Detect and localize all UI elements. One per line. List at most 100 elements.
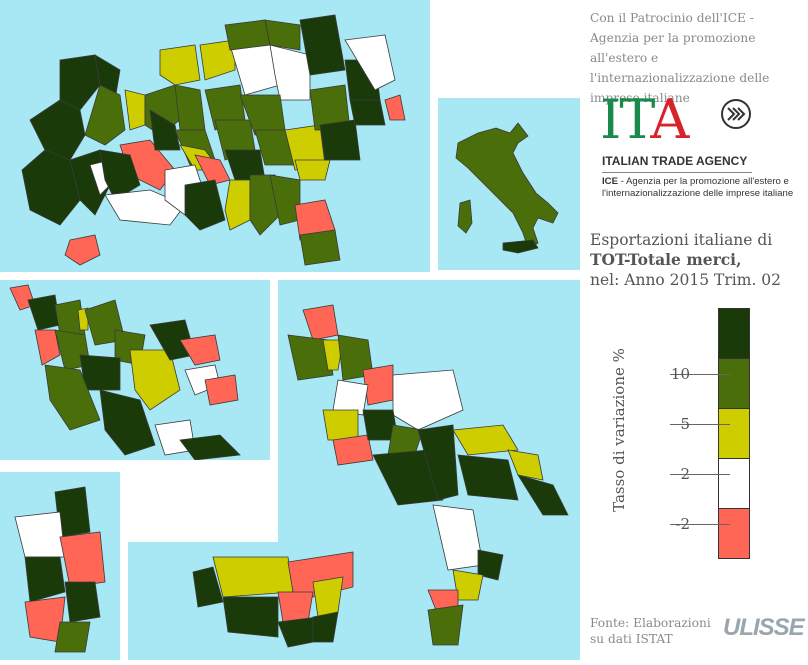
province[interactable] [372, 449, 444, 506]
ita-chevron-icon [721, 99, 751, 129]
province[interactable] [64, 234, 101, 266]
province[interactable] [224, 179, 251, 231]
ulisse-logo: ULISSE [723, 614, 805, 641]
province[interactable] [192, 566, 224, 608]
sardinia-map [14, 486, 106, 653]
legend-swatch [718, 308, 750, 359]
ita-divider [602, 172, 752, 173]
province[interactable] [322, 339, 344, 371]
italy-mainland[interactable] [455, 122, 559, 249]
province[interactable] [64, 581, 101, 623]
province[interactable] [287, 334, 334, 381]
province[interactable] [277, 616, 319, 648]
legend-swatch [718, 408, 750, 459]
province[interactable] [477, 549, 504, 581]
province[interactable] [517, 474, 569, 516]
province[interactable] [322, 409, 359, 441]
legend-tick-label: -2 [675, 515, 690, 533]
province[interactable] [99, 389, 156, 456]
province[interactable] [349, 99, 386, 126]
ita-name: ITALIAN TRADE AGENCY [602, 154, 748, 168]
map-panel-central [0, 280, 270, 460]
province[interactable] [299, 229, 341, 266]
province[interactable] [269, 44, 311, 101]
legend-tick-mark [670, 424, 730, 425]
province[interactable] [294, 159, 331, 181]
map-panel-italy [438, 98, 580, 270]
province[interactable] [179, 334, 221, 366]
map-panel-sardinia [0, 472, 120, 660]
map-panel-sicily [128, 542, 372, 660]
patronage-text: Con il Patrocinio dell'ICE - Agenzia per… [590, 11, 770, 105]
title-line3: nel: Anno 2015 Trim. 02 [590, 271, 782, 289]
province[interactable] [204, 374, 239, 406]
map-title: Esportazioni italiane di TOT-Totale merc… [590, 230, 804, 290]
province[interactable] [84, 84, 126, 146]
province[interactable] [59, 531, 106, 588]
province[interactable] [302, 304, 339, 341]
title-metric: TOT-Totale merci, [590, 250, 742, 269]
legend-tick-label: 5 [680, 415, 690, 433]
province[interactable] [29, 99, 86, 161]
province[interactable] [344, 34, 396, 91]
province[interactable] [264, 19, 301, 51]
north-italy-map [21, 14, 406, 266]
legend-color-scale [718, 308, 750, 588]
legend-tick-mark [670, 524, 730, 525]
legend-swatch [718, 508, 750, 559]
legend-swatch [718, 458, 750, 509]
province[interactable] [44, 364, 101, 431]
province[interactable] [312, 576, 344, 618]
south-italy-map [287, 304, 569, 646]
province[interactable] [392, 369, 464, 431]
province[interactable] [149, 109, 181, 151]
source-note: Fonte: Elaborazioni su dati ISTAT [590, 615, 711, 647]
province[interactable] [222, 596, 279, 638]
province[interactable] [179, 434, 241, 460]
province[interactable] [432, 504, 484, 571]
legend-axis-label: Tasso di variazione % [610, 348, 628, 512]
province[interactable] [159, 44, 201, 86]
province[interactable] [332, 379, 369, 416]
province[interactable] [312, 611, 339, 643]
province[interactable] [54, 621, 91, 653]
province[interactable] [457, 454, 519, 501]
province[interactable] [184, 179, 226, 231]
sicily[interactable] [502, 239, 539, 254]
sardinia[interactable] [457, 199, 473, 234]
province[interactable] [299, 14, 346, 76]
province[interactable] [129, 349, 181, 411]
province[interactable] [417, 424, 459, 501]
map-panel-north [0, 0, 430, 272]
province[interactable] [332, 434, 374, 466]
title-line1: Esportazioni italiane di [590, 231, 773, 249]
central-italy-map [9, 284, 241, 460]
province[interactable] [77, 307, 89, 331]
province[interactable] [224, 19, 271, 51]
legend-tick-label: 10 [670, 365, 690, 383]
italy-overview-map [455, 122, 559, 254]
map-panel-south [278, 280, 580, 660]
sicily-map [192, 551, 354, 648]
legend-tick-mark [670, 374, 730, 375]
province[interactable] [174, 84, 206, 131]
province[interactable] [14, 511, 66, 558]
province[interactable] [24, 556, 66, 603]
province[interactable] [199, 39, 236, 81]
province[interactable] [212, 556, 294, 598]
ita-subtitle: ICE - Agenzia per la promozione all'este… [602, 176, 794, 199]
province[interactable] [277, 591, 314, 623]
legend-swatch [718, 358, 750, 409]
ita-letters: ITA [600, 88, 689, 151]
province[interactable] [384, 94, 406, 121]
province[interactable] [427, 604, 464, 646]
province[interactable] [124, 89, 146, 131]
province[interactable] [319, 119, 361, 161]
source-line1: Fonte: Elaborazioni [590, 616, 711, 630]
province[interactable] [507, 449, 544, 481]
source-line2: su dati ISTAT [590, 632, 673, 646]
province[interactable] [452, 424, 519, 456]
province[interactable] [59, 54, 101, 111]
province[interactable] [27, 294, 61, 331]
province[interactable] [34, 329, 61, 366]
